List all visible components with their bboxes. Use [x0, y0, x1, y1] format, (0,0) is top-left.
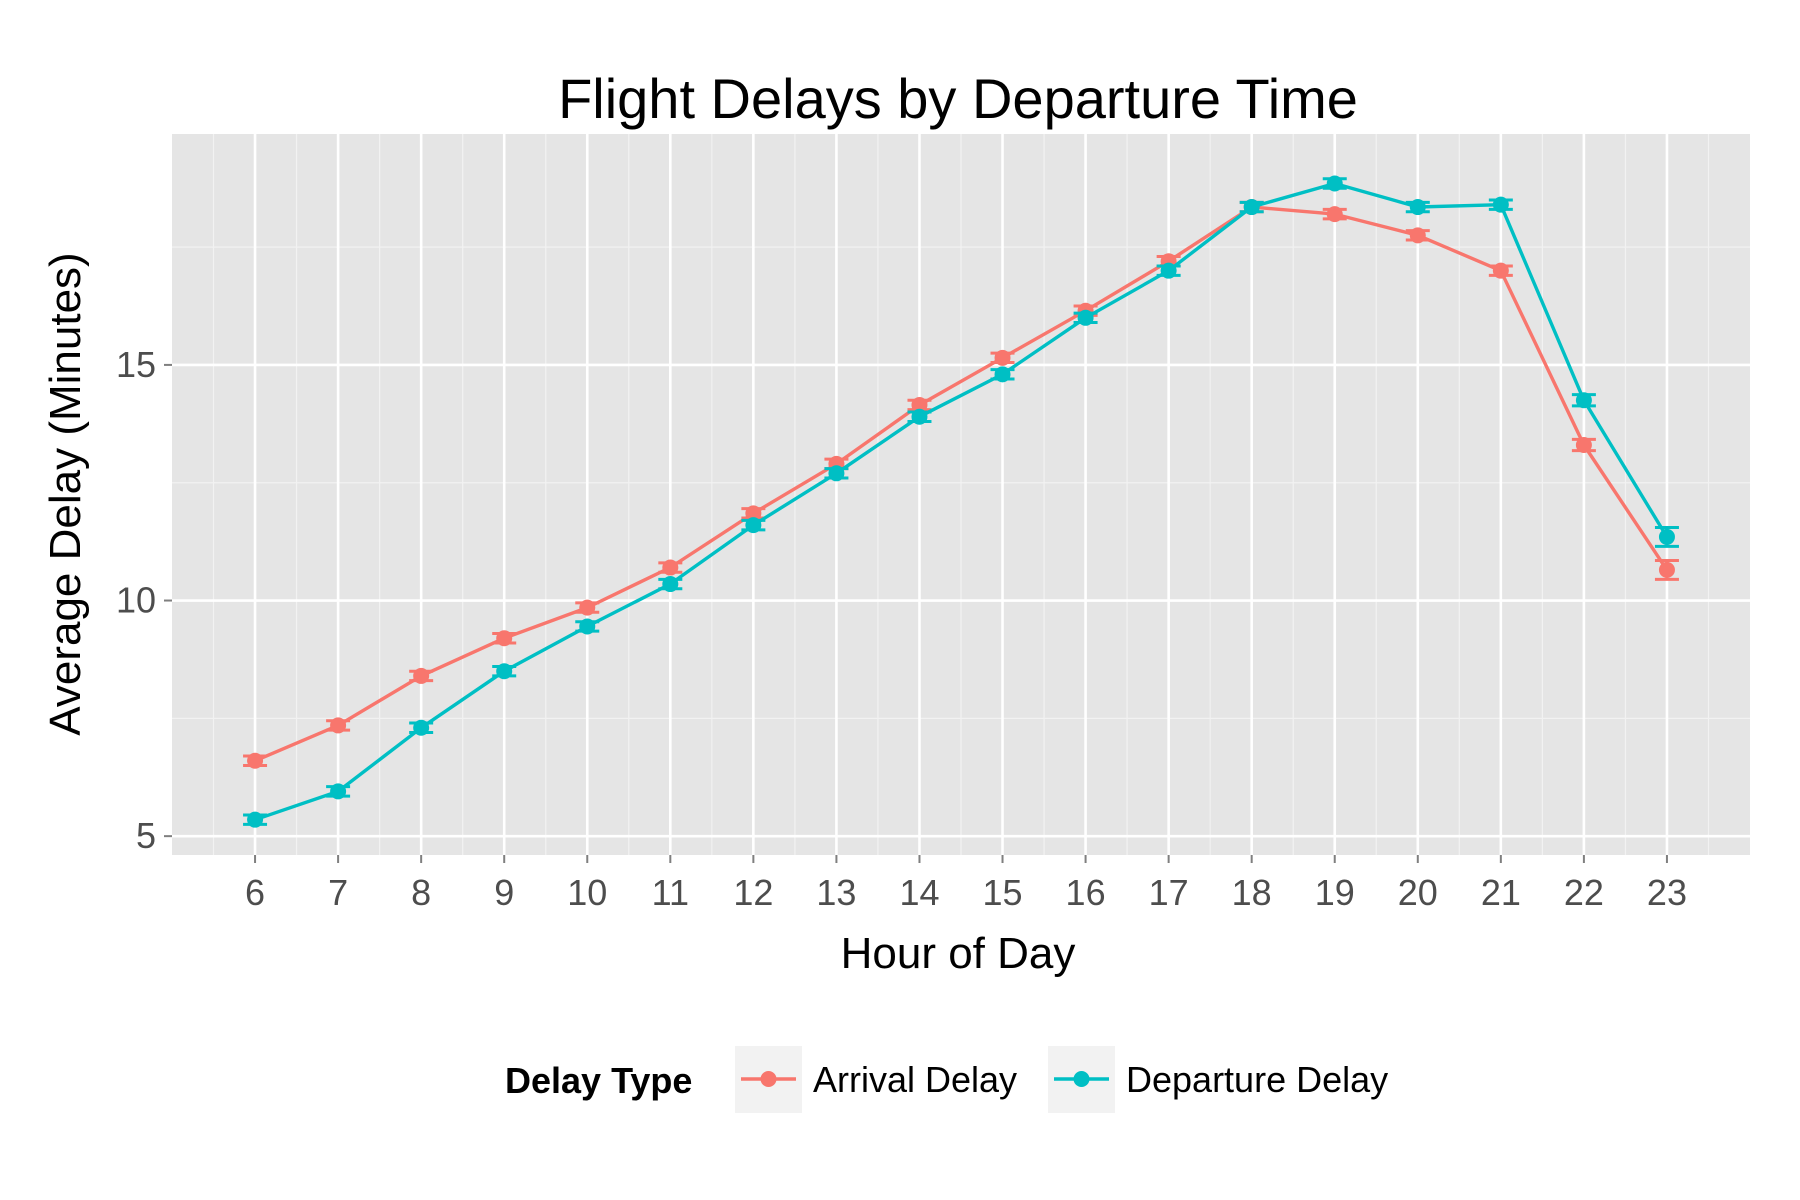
- y-tick-label: 5: [136, 815, 156, 856]
- data-point: [745, 517, 762, 534]
- data-point: [1658, 561, 1675, 578]
- series-line: [254, 205, 1669, 763]
- legend-title: Delay Type: [505, 1060, 692, 1101]
- x-tick-label: 22: [1564, 872, 1604, 913]
- legend-items: Arrival Delay Departure Delay: [735, 1046, 1388, 1113]
- legend-item: Arrival Delay: [735, 1046, 1017, 1113]
- data-point: [911, 408, 928, 425]
- x-axis-title: Hour of Day: [841, 929, 1076, 978]
- x-tick-label: 17: [1149, 872, 1189, 913]
- data-point: [662, 576, 679, 593]
- data-point: [745, 505, 762, 522]
- data-point: [579, 599, 596, 616]
- series-line: [254, 181, 1669, 822]
- data-point: [1575, 392, 1592, 409]
- data-point: [413, 667, 430, 684]
- data-point: [579, 618, 596, 635]
- data-point: [496, 663, 513, 680]
- legend-item: Departure Delay: [1048, 1046, 1388, 1113]
- data-point: [247, 752, 264, 769]
- x-tick-label: 16: [1066, 872, 1106, 913]
- data-point: [662, 559, 679, 576]
- data-point: [1326, 206, 1343, 223]
- x-tick-label: 13: [816, 872, 856, 913]
- data-point: [1077, 309, 1094, 326]
- y-tick-label: 10: [116, 580, 156, 621]
- x-tick-label: 8: [411, 872, 431, 913]
- x-tick-label: 15: [983, 872, 1023, 913]
- x-tick-label: 14: [899, 872, 939, 913]
- data-point: [828, 465, 845, 482]
- data-point: [330, 783, 347, 800]
- x-tick-label: 20: [1398, 872, 1438, 913]
- x-axis: 6 7 8 9 10 11 12 13 14 15 16 17 18 19 20 21 22 23: [245, 855, 1687, 913]
- data-point: [1492, 262, 1509, 279]
- data-point: [1492, 196, 1509, 213]
- chart-title: Flight Delays by Departure Time: [558, 67, 1358, 130]
- data-point: [1409, 199, 1426, 216]
- legend-label: Arrival Delay: [813, 1059, 1017, 1100]
- data-point: [496, 630, 513, 647]
- x-tick-label: 21: [1481, 872, 1521, 913]
- x-tick-label: 19: [1315, 872, 1355, 913]
- data-point: [911, 396, 928, 413]
- x-tick-label: 10: [567, 872, 607, 913]
- y-axis-title: Average Delay (Minutes): [41, 252, 90, 735]
- legend-key-point: [1073, 1071, 1090, 1087]
- data-point: [1409, 227, 1426, 244]
- data-point: [247, 811, 264, 828]
- data-point: [413, 719, 430, 736]
- x-tick-label: 23: [1647, 872, 1687, 913]
- x-tick-label: 7: [328, 872, 348, 913]
- x-tick-label: 9: [494, 872, 514, 913]
- x-tick-label: 6: [245, 872, 265, 913]
- data-point: [994, 349, 1011, 366]
- x-tick-label: 12: [733, 872, 773, 913]
- y-tick-label: 15: [116, 344, 156, 385]
- y-axis: 5 10 15: [116, 344, 172, 856]
- grid-minor: [172, 134, 1750, 855]
- series-0: [243, 199, 1679, 769]
- data-point: [1658, 528, 1675, 545]
- grid-major: [172, 134, 1750, 855]
- data-point: [1243, 199, 1260, 216]
- legend: Delay Type Arrival Delay Departure Delay: [505, 1046, 1388, 1113]
- data-point: [994, 366, 1011, 383]
- data-point: [1326, 175, 1343, 192]
- data-point: [1575, 437, 1592, 454]
- data-point: [330, 717, 347, 734]
- legend-key-point: [760, 1071, 777, 1087]
- data-point: [1160, 262, 1177, 279]
- legend-label: Departure Delay: [1126, 1059, 1388, 1100]
- x-tick-label: 11: [652, 872, 689, 913]
- series-layer: [243, 175, 1679, 828]
- x-tick-label: 18: [1232, 872, 1272, 913]
- series-1: [243, 175, 1679, 828]
